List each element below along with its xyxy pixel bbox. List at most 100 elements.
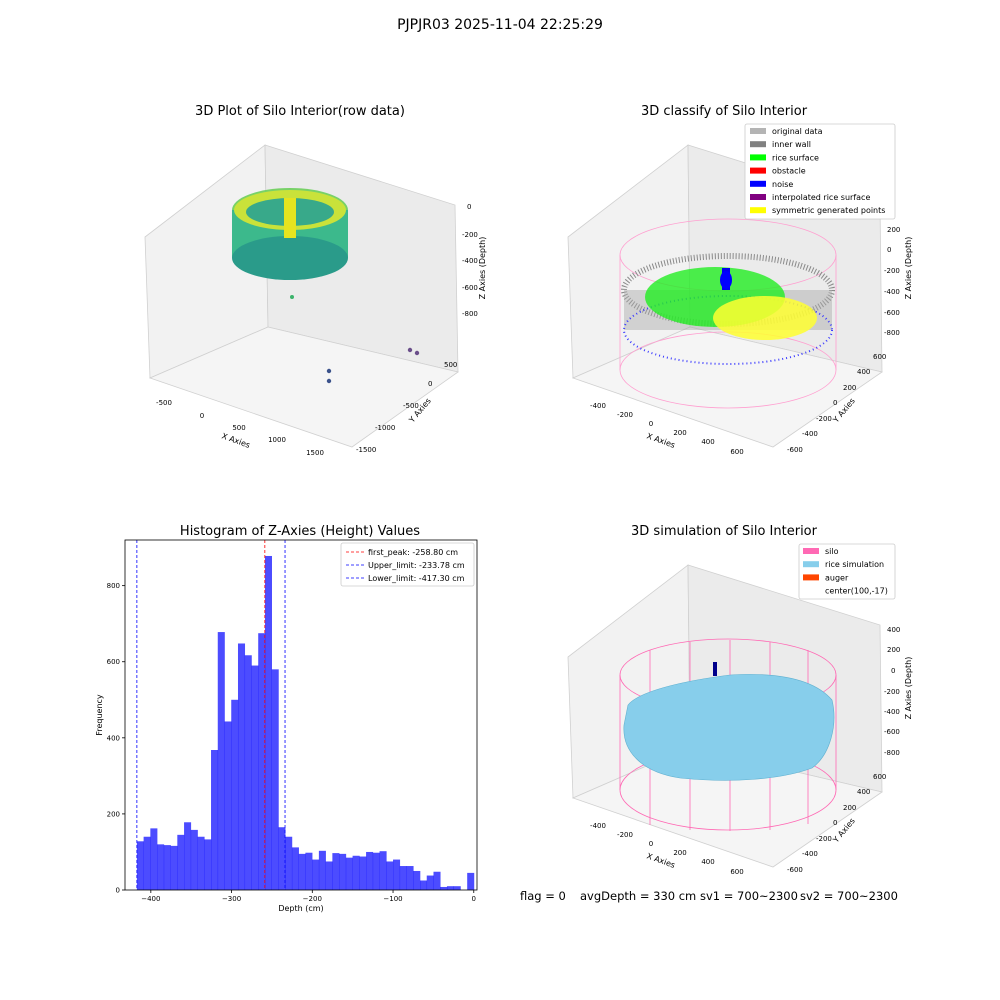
simulation-auger (713, 662, 717, 676)
classify-x-tick-labels: -400 -200 0 200 400 600 (590, 402, 744, 456)
raw-3d-scatter (232, 188, 420, 384)
histogram-reference-lines (136, 540, 286, 890)
histogram-bar (231, 699, 239, 890)
legend-swatch (803, 561, 819, 568)
histogram-bar (312, 859, 320, 890)
raw-x-tick: 1000 (268, 436, 286, 444)
histogram-bar (420, 880, 428, 890)
histogram-bar (325, 861, 333, 890)
histogram-bar (393, 859, 401, 890)
simulation-z-tick: 400 (887, 626, 900, 634)
histogram-bar (224, 721, 232, 890)
legend-swatch (750, 167, 766, 174)
raw-y-tick: -1000 (375, 424, 395, 432)
histogram-bar (426, 875, 434, 890)
legend-swatch (803, 548, 819, 554)
raw-z-axis-label: Z Axies (Depth) (478, 237, 487, 300)
histogram-bar (237, 643, 246, 890)
simulation-y-tick: -600 (787, 866, 803, 874)
simulation-y-tick: 200 (843, 804, 856, 812)
raw-z-tick: 0 (467, 203, 471, 211)
histogram-bar (217, 632, 225, 890)
histogram-bar (345, 857, 353, 890)
simulation-z-axis-label: Z Axies (Depth) (904, 657, 913, 720)
histogram-bar (184, 822, 192, 890)
raw-x-tick: -500 (156, 399, 172, 407)
histogram-bar (163, 845, 171, 890)
status-sv1: sv1 = 700~2300 (700, 889, 798, 903)
classify-x-tick: -200 (617, 411, 633, 419)
histogram-x-tick-label: −100 (383, 895, 402, 903)
simulation-x-tick: -200 (617, 831, 633, 839)
histogram-bar (291, 847, 299, 890)
simulation-z-tick: -200 (884, 688, 900, 696)
histogram-bar (157, 844, 165, 890)
raw-x-tick-labels: -500 0 500 1000 1500 (156, 399, 324, 457)
simulation-x-tick-labels: -400 -200 0 200 400 600 (590, 822, 744, 876)
raw-x-tick: 500 (232, 424, 245, 432)
histogram-bar (197, 836, 205, 890)
histogram-bar (467, 872, 475, 890)
histogram-bar (440, 886, 448, 890)
histogram-legend-label: Upper_limit: -233.78 cm (368, 561, 465, 570)
histogram-bar (285, 836, 293, 890)
histogram-x-tick-label: −200 (303, 895, 322, 903)
legend-label: obstacle (772, 167, 806, 176)
histogram-bar (366, 851, 374, 890)
histogram-legend-label: Lower_limit: -417.30 cm (368, 574, 465, 583)
legend-label: original data (772, 127, 823, 136)
raw-z-tick: -600 (462, 284, 478, 292)
simulation-y-tick: -400 (802, 850, 818, 858)
simulation-x-tick: 200 (673, 849, 686, 857)
status-flag: flag = 0 (520, 889, 566, 903)
legend-label: symmetric generated points (772, 206, 885, 215)
legend-swatch (803, 574, 819, 581)
classify-x-tick: 400 (701, 438, 714, 446)
simulation-z-tick: -600 (884, 728, 900, 736)
legend-swatch (750, 154, 766, 161)
histogram-bar (386, 861, 394, 890)
histogram-y-tick-label: 400 (107, 734, 120, 742)
raw-z-tick-labels: 0 -200 -400 -600 -800 (462, 203, 478, 318)
raw-y-tick: -1500 (356, 446, 376, 454)
raw-x-tick: 0 (200, 412, 204, 420)
legend-label: inner wall (772, 140, 811, 149)
classify-y-tick: 600 (873, 353, 886, 361)
histogram-bar (298, 853, 306, 890)
classify-z-tick-labels: 200 0 -200 -400 -600 -800 (884, 226, 900, 337)
histogram-bar (211, 750, 219, 890)
raw-z-tick: -800 (462, 310, 478, 318)
histogram-bar (453, 886, 461, 890)
classify-y-tick-labels: 600 400 200 0 -200 -400 -600 (787, 353, 886, 454)
raw-y-tick: -500 (403, 402, 419, 410)
histogram-x-ticks: −400 −300 −200 −100 0 (141, 890, 476, 903)
histogram-bar (170, 845, 178, 890)
classify-y-tick: 0 (833, 399, 837, 407)
histogram-bar (258, 633, 266, 890)
simulation-x-tick: 600 (730, 868, 743, 876)
raw-z-tick: -200 (462, 231, 478, 239)
legend-label: silo (825, 547, 839, 556)
histogram-bar (406, 866, 414, 890)
histogram-bar (136, 841, 144, 890)
classify-legend: original data inner wall rice surface obsta… (744, 123, 896, 220)
histogram-bar (264, 555, 272, 890)
legend-label: interpolated rice surface (772, 193, 870, 202)
histogram-bar (278, 827, 286, 890)
histogram-bar (190, 829, 198, 890)
classify-points (621, 253, 835, 365)
histogram-bar (446, 886, 455, 890)
simulation-z-tick: -800 (884, 749, 900, 757)
histogram-bar (433, 871, 441, 890)
legend-swatch (750, 207, 766, 214)
histogram-bar (352, 855, 360, 890)
raw-plot-title: 3D Plot of Silo Interior(row data) (195, 104, 405, 119)
classify-x-tick: 0 (649, 420, 653, 428)
legend-label: center(100,-17) (825, 587, 888, 596)
legend-swatch (750, 194, 766, 200)
classify-y-tick: -200 (816, 415, 832, 423)
histogram-legend: first_peak: -258.80 cm Upper_limit: -233.… (340, 542, 475, 587)
simulation-legend-items: silo rice simulation auger center(100,-17) (803, 547, 888, 596)
